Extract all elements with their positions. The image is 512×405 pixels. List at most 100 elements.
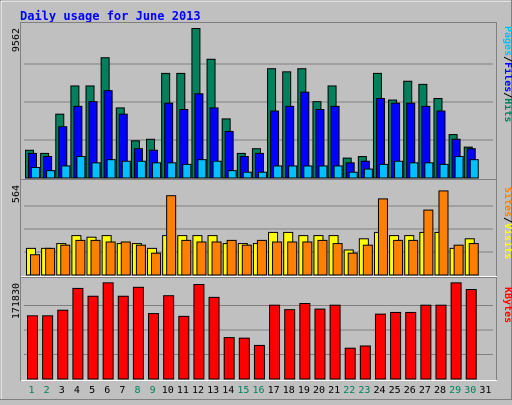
bar-pages-day-7 (121, 160, 131, 179)
bar-sites-day-10 (166, 195, 177, 276)
bar-pages-day-9 (152, 162, 162, 179)
x-label-day-18: 18 (283, 385, 295, 396)
x-label-day-1: 1 (29, 385, 35, 396)
bar-pages-day-17 (273, 165, 283, 179)
bar-kbytes-day-26 (405, 311, 417, 380)
bar-sites-day-5 (90, 239, 101, 276)
bar-kbytes-day-3 (57, 309, 69, 380)
legend-hits: Pages/Files/Hits (502, 26, 512, 122)
bar-sites-day-24 (377, 198, 388, 276)
bar-pages-day-29 (454, 156, 464, 179)
legend-entry-hits: Hits (502, 98, 512, 122)
bar-sites-day-9 (151, 252, 162, 276)
legend-kbytes: KBytes (502, 287, 512, 323)
x-label-day-16: 16 (252, 385, 264, 396)
x-label-day-3: 3 (59, 385, 65, 396)
bar-sites-day-3 (60, 244, 71, 276)
bar-pages-day-22 (348, 171, 358, 179)
bar-kbytes-day-12 (193, 284, 205, 380)
legend-entry-files: Files (502, 62, 512, 92)
bar-sites-day-4 (75, 239, 86, 276)
x-label-day-17: 17 (268, 385, 280, 396)
bar-kbytes-day-28 (435, 304, 447, 380)
x-label-day-23: 23 (358, 385, 370, 396)
bar-pages-day-27 (424, 162, 434, 179)
bar-kbytes-day-6 (102, 282, 114, 380)
bar-pages-day-23 (363, 168, 373, 179)
x-label-day-22: 22 (343, 385, 355, 396)
legend-entry-sites: Sites (502, 187, 512, 217)
bar-kbytes-day-29 (450, 282, 462, 380)
y-max-label-visits: 564 (11, 185, 22, 203)
x-label-day-9: 9 (150, 385, 156, 396)
bar-kbytes-day-14 (223, 337, 235, 380)
bar-sites-day-2 (45, 247, 56, 276)
bar-sites-day-11 (181, 239, 192, 276)
bar-sites-day-28 (438, 190, 449, 276)
x-label-day-5: 5 (89, 385, 95, 396)
bar-pages-day-24 (378, 163, 388, 179)
x-label-day-13: 13 (207, 385, 219, 396)
bar-kbytes-day-2 (42, 315, 54, 380)
x-label-day-8: 8 (134, 385, 140, 396)
bar-pages-day-13 (212, 160, 222, 179)
bar-pages-day-1 (31, 167, 40, 179)
bar-sites-day-27 (423, 209, 434, 276)
bar-kbytes-day-30 (465, 289, 477, 380)
bar-sites-day-8 (135, 244, 146, 276)
bar-kbytes-day-7 (117, 295, 129, 380)
bar-pages-day-8 (136, 160, 146, 179)
bar-kbytes-day-9 (148, 313, 160, 380)
bar-pages-day-5 (91, 162, 101, 179)
legend-entry-separator: / (502, 92, 512, 98)
bar-kbytes-day-11 (178, 315, 190, 380)
bar-kbytes-day-20 (314, 308, 326, 380)
x-label-day-7: 7 (119, 385, 125, 396)
bar-sites-day-25 (393, 239, 404, 276)
panel-kbytes: 171830 KBytes (11, 277, 512, 381)
bar-sites-day-16 (256, 239, 267, 276)
bar-pages-day-10 (167, 162, 177, 179)
bar-pages-day-20 (318, 165, 328, 179)
bar-kbytes-day-16 (253, 344, 265, 380)
bar-pages-day-11 (182, 163, 192, 179)
bar-kbytes-day-1 (27, 315, 38, 380)
bar-kbytes-day-17 (269, 304, 281, 380)
bar-sites-day-1 (30, 254, 40, 276)
bar-pages-day-21 (333, 165, 343, 179)
bar-pages-day-4 (76, 156, 86, 179)
bar-kbytes-day-10 (163, 295, 175, 380)
x-label-day-21: 21 (328, 385, 340, 396)
bar-sites-day-26 (408, 239, 419, 276)
bar-sites-day-6 (105, 241, 116, 276)
bar-files-day-19 (300, 91, 310, 179)
x-label-day-19: 19 (298, 385, 310, 396)
bar-pages-day-15 (242, 171, 252, 179)
bar-kbytes-day-5 (87, 295, 99, 380)
bar-sites-day-19 (302, 241, 313, 276)
x-label-day-12: 12 (192, 385, 204, 396)
bar-kbytes-day-24 (374, 313, 386, 380)
x-label-day-24: 24 (374, 385, 386, 396)
x-label-day-31: 31 (479, 385, 491, 396)
bar-pages-day-18 (288, 165, 298, 179)
x-label-day-2: 2 (44, 385, 50, 396)
bar-kbytes-day-22 (344, 347, 356, 380)
panel-visits: 564 Sites/Visits (11, 179, 512, 277)
bar-sites-day-29 (453, 244, 464, 276)
bar-kbytes-day-19 (299, 303, 311, 380)
bar-pages-day-26 (409, 162, 419, 179)
bar-sites-day-14 (226, 239, 237, 276)
bar-sites-day-12 (196, 241, 207, 276)
chart-title: Daily usage for June 2013 (20, 9, 201, 23)
bar-sites-day-20 (317, 239, 328, 276)
bar-sites-day-17 (272, 241, 283, 276)
bar-sites-day-18 (287, 241, 298, 276)
x-label-day-4: 4 (74, 385, 80, 396)
legend-entry-pages: Pages (502, 26, 512, 56)
bar-pages-day-14 (227, 170, 237, 179)
x-label-day-20: 20 (313, 385, 325, 396)
x-label-day-10: 10 (162, 385, 174, 396)
x-label-day-29: 29 (449, 385, 461, 396)
bar-pages-day-6 (106, 159, 116, 179)
